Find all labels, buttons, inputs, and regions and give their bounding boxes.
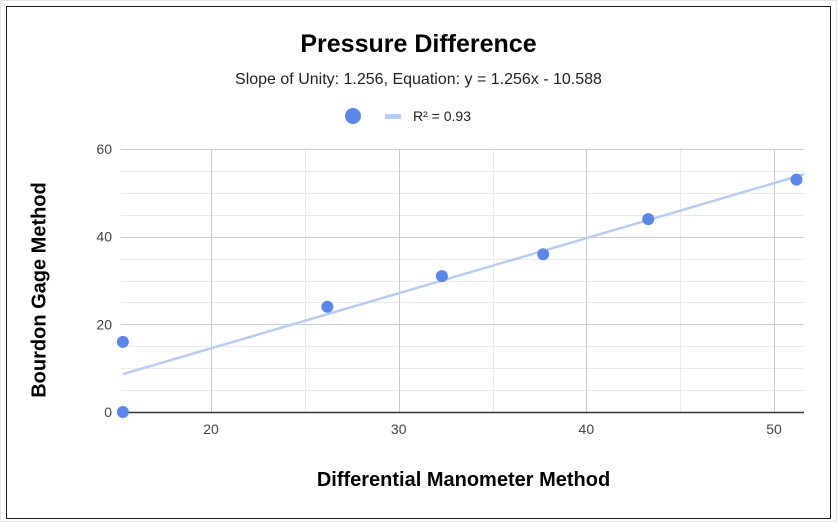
legend-series-marker: [345, 108, 361, 124]
x-tick-label: 20: [203, 421, 219, 437]
trendline: [122, 173, 805, 376]
chart-subtitle: Slope of Unity: 1.256, Equation: y = 1.2…: [235, 71, 602, 88]
x-tick-label: 40: [579, 421, 595, 437]
grid-lines: [121, 149, 804, 412]
chart-legend: R² = 0.93: [345, 106, 471, 126]
trendline-layer: [122, 173, 805, 376]
y-tick-label: 0: [104, 404, 112, 420]
y-axis-title: Bourdon Gage Method: [28, 182, 51, 398]
legend-trendline-label: R² = 0.93: [413, 108, 471, 124]
data-point: [435, 270, 448, 283]
data-point: [116, 406, 129, 418]
data-points: [116, 173, 803, 418]
chart-container[interactable]: [6, 6, 831, 519]
y-tick-label: 60: [96, 141, 112, 157]
data-point: [321, 300, 334, 313]
data-point: [790, 173, 803, 186]
data-point: [642, 213, 655, 226]
chart-title: Pressure Difference: [300, 30, 537, 58]
legend-trendline-marker: [385, 113, 401, 119]
y-tick-label: 40: [96, 229, 112, 245]
y-tick-label: 20: [96, 316, 112, 332]
data-point: [116, 335, 129, 348]
x-axis-title: Differential Manometer Method: [316, 469, 611, 491]
x-tick-label: 50: [766, 421, 782, 437]
data-point: [537, 248, 550, 261]
tick-labels: 20 30 40 50 0 20 40 60: [96, 141, 782, 437]
x-tick-label: 30: [391, 421, 407, 437]
